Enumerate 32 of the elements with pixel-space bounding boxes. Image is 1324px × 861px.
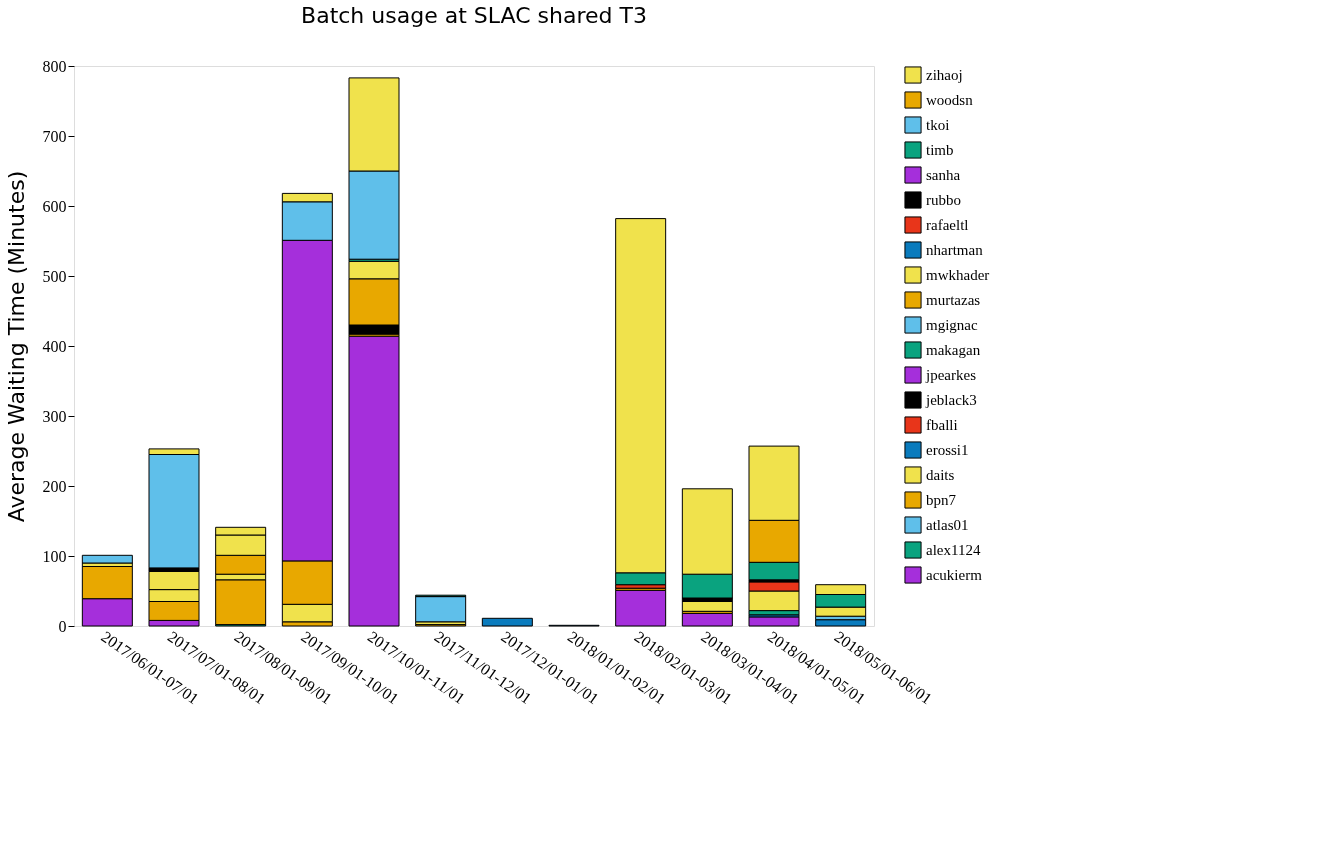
legend-label: zihaoj bbox=[926, 67, 963, 83]
y-axis-title: Average Waiting Time (Minutes) bbox=[3, 170, 29, 523]
legend-label: rubbo bbox=[926, 192, 961, 208]
y-tick-label: 600 bbox=[42, 197, 67, 215]
chart-title: Batch usage at SLAC shared T3 bbox=[301, 3, 647, 28]
legend-label: jeblack3 bbox=[925, 392, 977, 408]
legend-label: alex1124 bbox=[926, 542, 981, 558]
legend-label: fballi bbox=[926, 417, 958, 433]
legend-label: rafaeltl bbox=[926, 217, 969, 233]
legend-label: atlas01 bbox=[926, 517, 969, 533]
legend-label: makagan bbox=[926, 342, 981, 358]
legend-label: nhartman bbox=[926, 242, 984, 258]
legend-label: bpn7 bbox=[926, 492, 957, 508]
y-tick-label: 700 bbox=[42, 127, 67, 145]
legend-label: acukierm bbox=[926, 567, 983, 583]
legend-label: tkoi bbox=[926, 117, 950, 133]
legend-label: woodsn bbox=[926, 92, 974, 108]
y-tick-label: 300 bbox=[42, 407, 67, 425]
y-tick-label: 800 bbox=[42, 57, 67, 75]
legend-label: erossi1 bbox=[926, 442, 969, 458]
legend-label: daits bbox=[926, 467, 955, 483]
y-tick-label: 100 bbox=[42, 547, 67, 565]
y-tick-label: 0 bbox=[58, 617, 67, 635]
legend-label: murtazas bbox=[926, 292, 981, 308]
y-tick-label: 200 bbox=[42, 477, 67, 495]
legend-label: sanha bbox=[926, 167, 961, 183]
legend-label: jpearkes bbox=[925, 367, 977, 383]
legend-label: mgignac bbox=[926, 317, 978, 333]
legend-label: mwkhader bbox=[926, 267, 990, 283]
legend-label: timb bbox=[926, 142, 954, 158]
y-tick-label: 500 bbox=[42, 267, 67, 285]
y-tick-label: 400 bbox=[42, 337, 67, 355]
